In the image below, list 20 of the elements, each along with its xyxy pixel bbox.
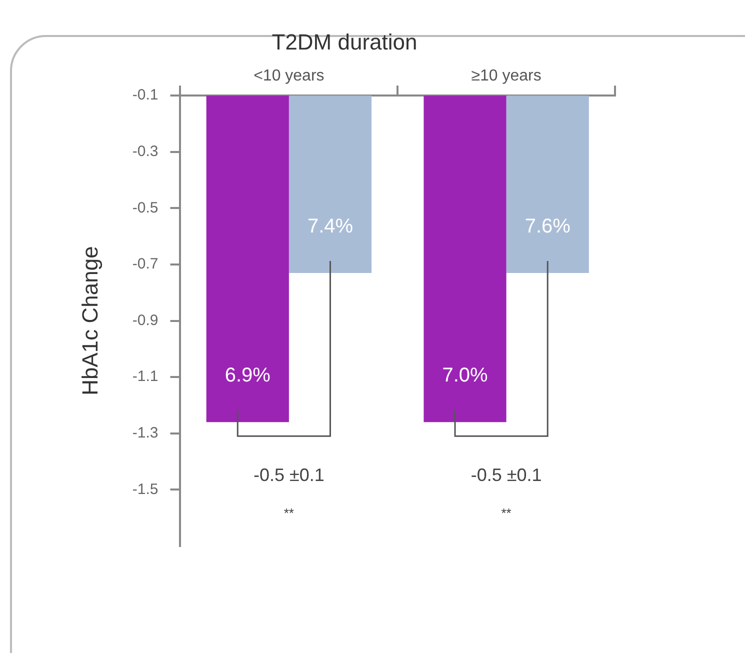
y-axis-title: HbA1c Change (77, 246, 102, 396)
annotation: ** (284, 506, 294, 521)
annotation: 6.9% (224, 364, 271, 387)
x-tick-label: <10 years (254, 67, 324, 84)
y-tick-label: -1.1 (132, 368, 158, 386)
x-tick-label: ≥10 years (471, 67, 542, 84)
y-tick-label: -0.9 (132, 312, 158, 329)
chart-title: T2DM duration (272, 29, 418, 54)
y-tick-label: -0.5 (132, 199, 158, 216)
y-tick-label: -1.5 (132, 480, 158, 498)
annotation: -0.5 ±0.1 (470, 465, 542, 486)
annotation: 7.0% (442, 364, 488, 387)
y-tick-label: -0.3 (132, 143, 158, 160)
annotation: 7.6% (524, 215, 571, 238)
annotation: ** (501, 506, 512, 521)
y-tick-label: -0.7 (132, 256, 158, 273)
annotation: -0.5 ±0.1 (253, 465, 324, 486)
y-tick-label: -0.1 (132, 86, 158, 104)
y-tick-label: -1.3 (132, 424, 158, 442)
annotation: 7.4% (307, 215, 354, 238)
